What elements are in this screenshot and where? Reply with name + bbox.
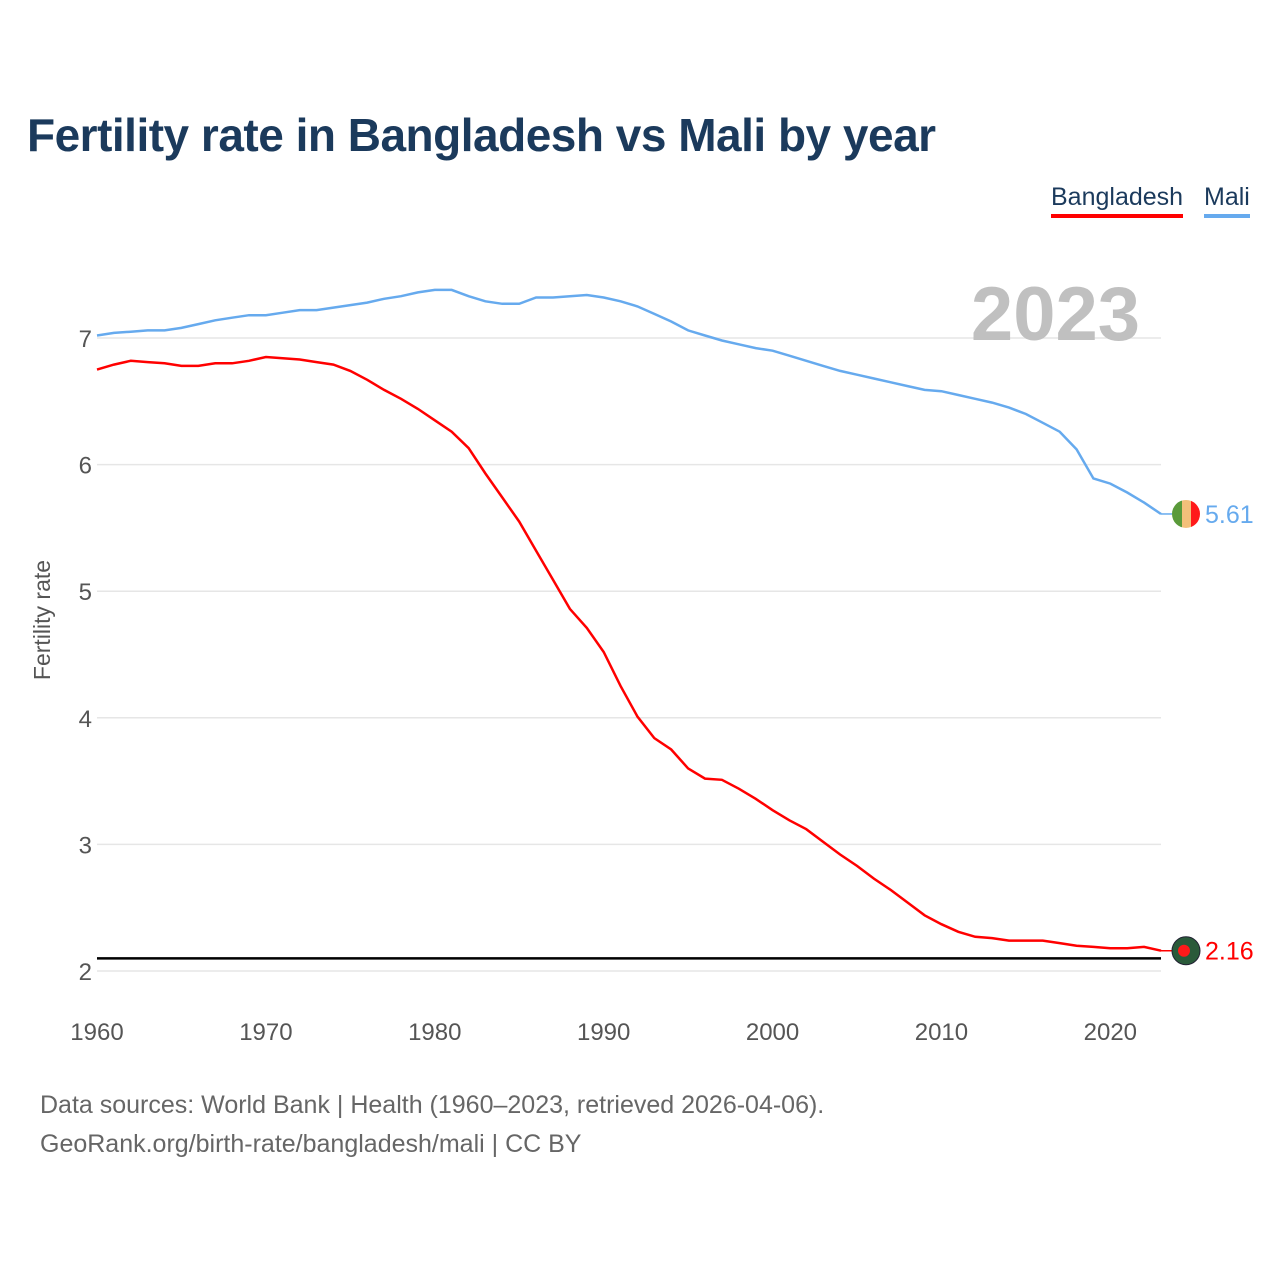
x-tick-label: 1960 (70, 1019, 123, 1046)
footer: Data sources: World Bank | Health (1960–… (40, 1086, 824, 1164)
x-tick-label: 2020 (1084, 1019, 1137, 1046)
source-url-text: GeoRank.org/birth-rate/bangladesh/mali |… (40, 1130, 582, 1158)
x-tick-label: 2010 (915, 1019, 968, 1046)
y-axis-label: Fertility rate (29, 560, 55, 680)
x-tick-label: 1990 (577, 1019, 630, 1046)
y-tick-label: 2 (79, 959, 92, 986)
y-tick-label: 7 (79, 326, 92, 353)
end-value-label: 2.16 (1205, 938, 1254, 966)
legend-mali[interactable]: Mali (1204, 183, 1250, 218)
y-tick-label: 6 (79, 453, 92, 480)
y-tick-label: 5 (79, 579, 92, 606)
x-tick-label: 1970 (239, 1019, 292, 1046)
x-tick-label: 1980 (408, 1019, 461, 1046)
legend-bangladesh[interactable]: Bangladesh (1051, 183, 1184, 218)
flag-stripe-green (1172, 499, 1182, 528)
end-value-label: 5.61 (1205, 501, 1254, 529)
y-tick-label: 4 (79, 706, 92, 733)
x-tick-label: 2000 (746, 1019, 799, 1046)
bangladesh-flag-icon (1171, 936, 1201, 966)
mali-flag-icon (1172, 499, 1200, 528)
year-label: 2023 (971, 272, 1140, 357)
series-line-bangladesh (96, 355, 1162, 952)
flag-stripe-red (1191, 499, 1200, 528)
flag-disc-red (1178, 944, 1190, 957)
y-tick-label: 3 (79, 832, 92, 859)
series-line-mali (96, 288, 1162, 516)
chart-title: Fertility rate in Bangladesh vs Mali by … (27, 109, 936, 161)
data-source-text: Data sources: World Bank | Health (1960–… (40, 1091, 825, 1119)
flag-stripe-yellow (1182, 499, 1191, 528)
